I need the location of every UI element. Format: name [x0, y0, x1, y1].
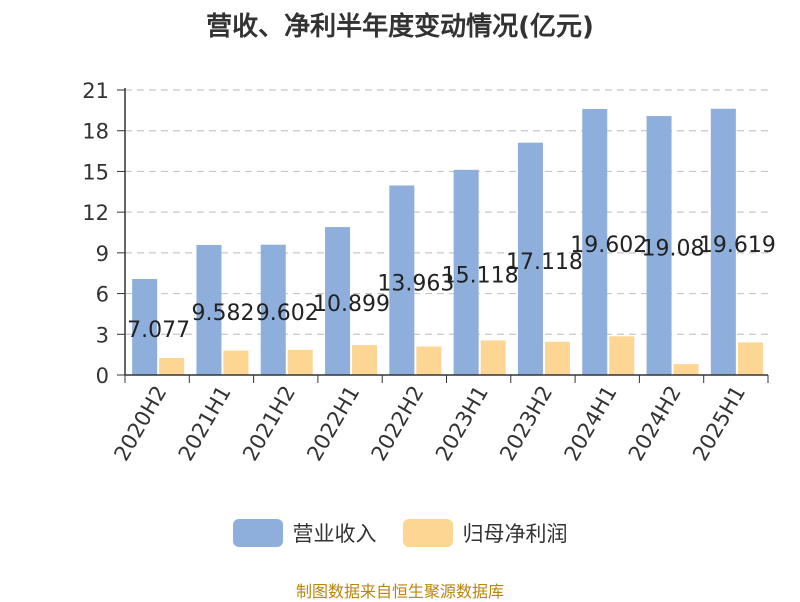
y-tick-label-6: 6	[96, 283, 109, 307]
data-label-revenue-2021H1: 9.582	[191, 301, 254, 326]
y-tick-label-3: 3	[96, 323, 109, 347]
x-tick-label-2022H1: 2022H1	[302, 382, 364, 466]
legend-item-net-profit[interactable]: 归母净利润	[402, 518, 568, 548]
y-tick-label-12: 12	[82, 201, 109, 225]
legend-swatch-revenue	[232, 519, 283, 547]
x-tick-label-2024H1: 2024H1	[559, 382, 621, 466]
x-tick-label-2025H1: 2025H1	[688, 382, 750, 466]
chart-title: 营收、净利半年度变动情况(亿元)	[206, 12, 594, 42]
source-note: 制图数据来自恒生聚源数据库	[295, 582, 504, 601]
bar-net-profit-2020H2	[159, 358, 185, 375]
y-tick-label-15: 15	[82, 160, 109, 184]
bar-net-profit-2022H2	[416, 346, 442, 375]
legend-label-net-profit: 归母净利润	[462, 522, 568, 546]
bar-revenue-2020H2	[132, 278, 158, 375]
x-tick-label-2021H1: 2021H1	[174, 382, 236, 466]
bar-revenue-2022H1	[325, 227, 351, 375]
bar-net-profit-2024H1	[609, 336, 635, 375]
y-tick-label-21: 21	[82, 79, 109, 103]
bar-revenue-2025H1	[710, 108, 736, 376]
data-label-revenue-2022H2: 13.963	[377, 271, 454, 296]
y-tick-label-9: 9	[96, 242, 109, 266]
bar-net-profit-2024H2	[673, 364, 699, 375]
x-tick-label-2024H2: 2024H2	[624, 382, 686, 466]
data-label-revenue-2020H2: 7.077	[127, 318, 190, 343]
legend-label-revenue: 营业收入	[292, 522, 377, 546]
bar-revenue-2024H2	[646, 116, 672, 376]
bar-revenue-2021H2	[260, 244, 286, 375]
x-tick-label-2020H2: 2020H2	[109, 382, 171, 466]
x-tick-label-2023H1: 2023H1	[431, 382, 493, 466]
bar-revenue-2024H1	[582, 108, 608, 376]
bar-net-profit-2021H1	[223, 350, 249, 375]
data-label-revenue-2025H1: 19.619	[699, 233, 776, 258]
data-label-revenue-2021H2: 9.602	[256, 301, 319, 326]
bar-net-profit-2025H1	[737, 342, 763, 375]
data-label-revenue-2024H2: 19.08	[642, 237, 705, 262]
y-tick-label-0: 0	[96, 364, 109, 388]
bar-revenue-2023H1	[453, 169, 479, 375]
x-tick-label-2022H2: 2022H2	[367, 382, 429, 466]
bars	[132, 108, 763, 376]
bar-revenue-2023H2	[517, 142, 543, 375]
data-label-revenue-2022H1: 10.899	[313, 292, 390, 317]
bar-net-profit-2023H2	[544, 341, 570, 375]
bar-net-profit-2022H1	[352, 345, 378, 375]
legend-item-revenue[interactable]: 营业收入	[232, 518, 377, 548]
x-tick-label-2021H2: 2021H2	[238, 382, 300, 466]
bar-net-profit-2021H2	[287, 349, 313, 375]
legend-swatch-net-profit	[402, 519, 453, 547]
data-label-revenue-2024H1: 19.602	[570, 233, 647, 258]
y-tick-label-18: 18	[82, 120, 109, 144]
bar-net-profit-2023H1	[480, 340, 506, 375]
data-label-revenue-2023H2: 17.118	[506, 250, 583, 275]
bar-revenue-2022H2	[389, 185, 415, 375]
x-tick-label-2023H2: 2023H2	[495, 382, 557, 466]
bar-revenue-2021H1	[196, 244, 222, 375]
legend: 营业收入 归母净利润	[0, 518, 800, 548]
data-label-revenue-2023H1: 15.118	[442, 263, 519, 288]
